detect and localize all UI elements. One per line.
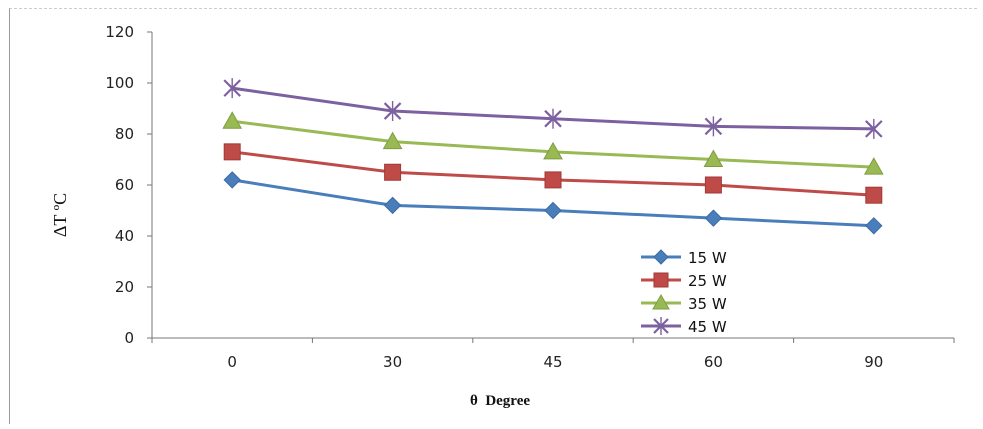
point-marker: [544, 201, 562, 220]
point-marker: [704, 176, 722, 194]
x-tick-label: 0: [227, 353, 237, 371]
series-35w: [222, 111, 884, 175]
axes: 0 20 40 60 80 100 120 0 30 45 60 90: [105, 23, 955, 371]
point-marker: [652, 293, 670, 310]
y-axis-label: ΔT ºC: [50, 193, 70, 237]
point-marker: [653, 317, 669, 335]
point-marker: [382, 131, 403, 150]
legend: 15 W 25 W 35 W 45 W: [641, 249, 727, 336]
y-tick-label: 0: [124, 329, 134, 347]
y-tick-label: 80: [115, 125, 134, 143]
point-marker: [223, 143, 241, 161]
point-marker: [865, 186, 883, 204]
y-tick-label: 120: [105, 23, 134, 41]
point-marker: [703, 149, 724, 167]
point-marker: [223, 78, 241, 99]
point-marker: [863, 157, 884, 175]
legend-item: 15 W: [641, 249, 727, 267]
point-marker: [704, 209, 723, 227]
y-tick-label: 40: [115, 227, 134, 245]
y-tick-label: 100: [105, 74, 134, 92]
legend-label: 15 W: [688, 249, 727, 267]
series-45w: [223, 78, 883, 139]
point-marker: [653, 249, 669, 265]
point-marker: [865, 217, 883, 235]
x-tick-label: 90: [864, 353, 883, 371]
legend-item: 25 W: [641, 272, 727, 290]
x-axis-label: θ Degree: [470, 393, 530, 409]
point-marker: [865, 118, 883, 139]
point-marker: [383, 196, 402, 215]
legend-label: 25 W: [688, 272, 727, 290]
x-tick-label: 60: [704, 353, 723, 371]
series-25w: [223, 143, 883, 204]
y-tick-label: 60: [115, 176, 134, 194]
series-15w: [223, 171, 883, 235]
legend-item: 35 W: [641, 293, 727, 313]
point-marker: [223, 171, 241, 189]
point-marker: [544, 108, 562, 129]
x-tick-label: 30: [383, 353, 402, 371]
point-marker: [704, 116, 723, 137]
point-marker: [543, 141, 563, 160]
point-marker: [384, 163, 402, 181]
point-marker: [222, 111, 243, 129]
point-marker: [653, 272, 669, 288]
legend-label: 35 W: [688, 295, 727, 313]
chart-frame: [9, 8, 977, 424]
legend-label: 45 W: [688, 318, 727, 336]
point-marker: [544, 171, 562, 189]
series-group: [222, 78, 884, 235]
x-tick-label: 45: [543, 353, 562, 371]
point-marker: [383, 101, 402, 122]
legend-item: 45 W: [641, 317, 727, 336]
y-tick-label: 20: [115, 278, 134, 296]
